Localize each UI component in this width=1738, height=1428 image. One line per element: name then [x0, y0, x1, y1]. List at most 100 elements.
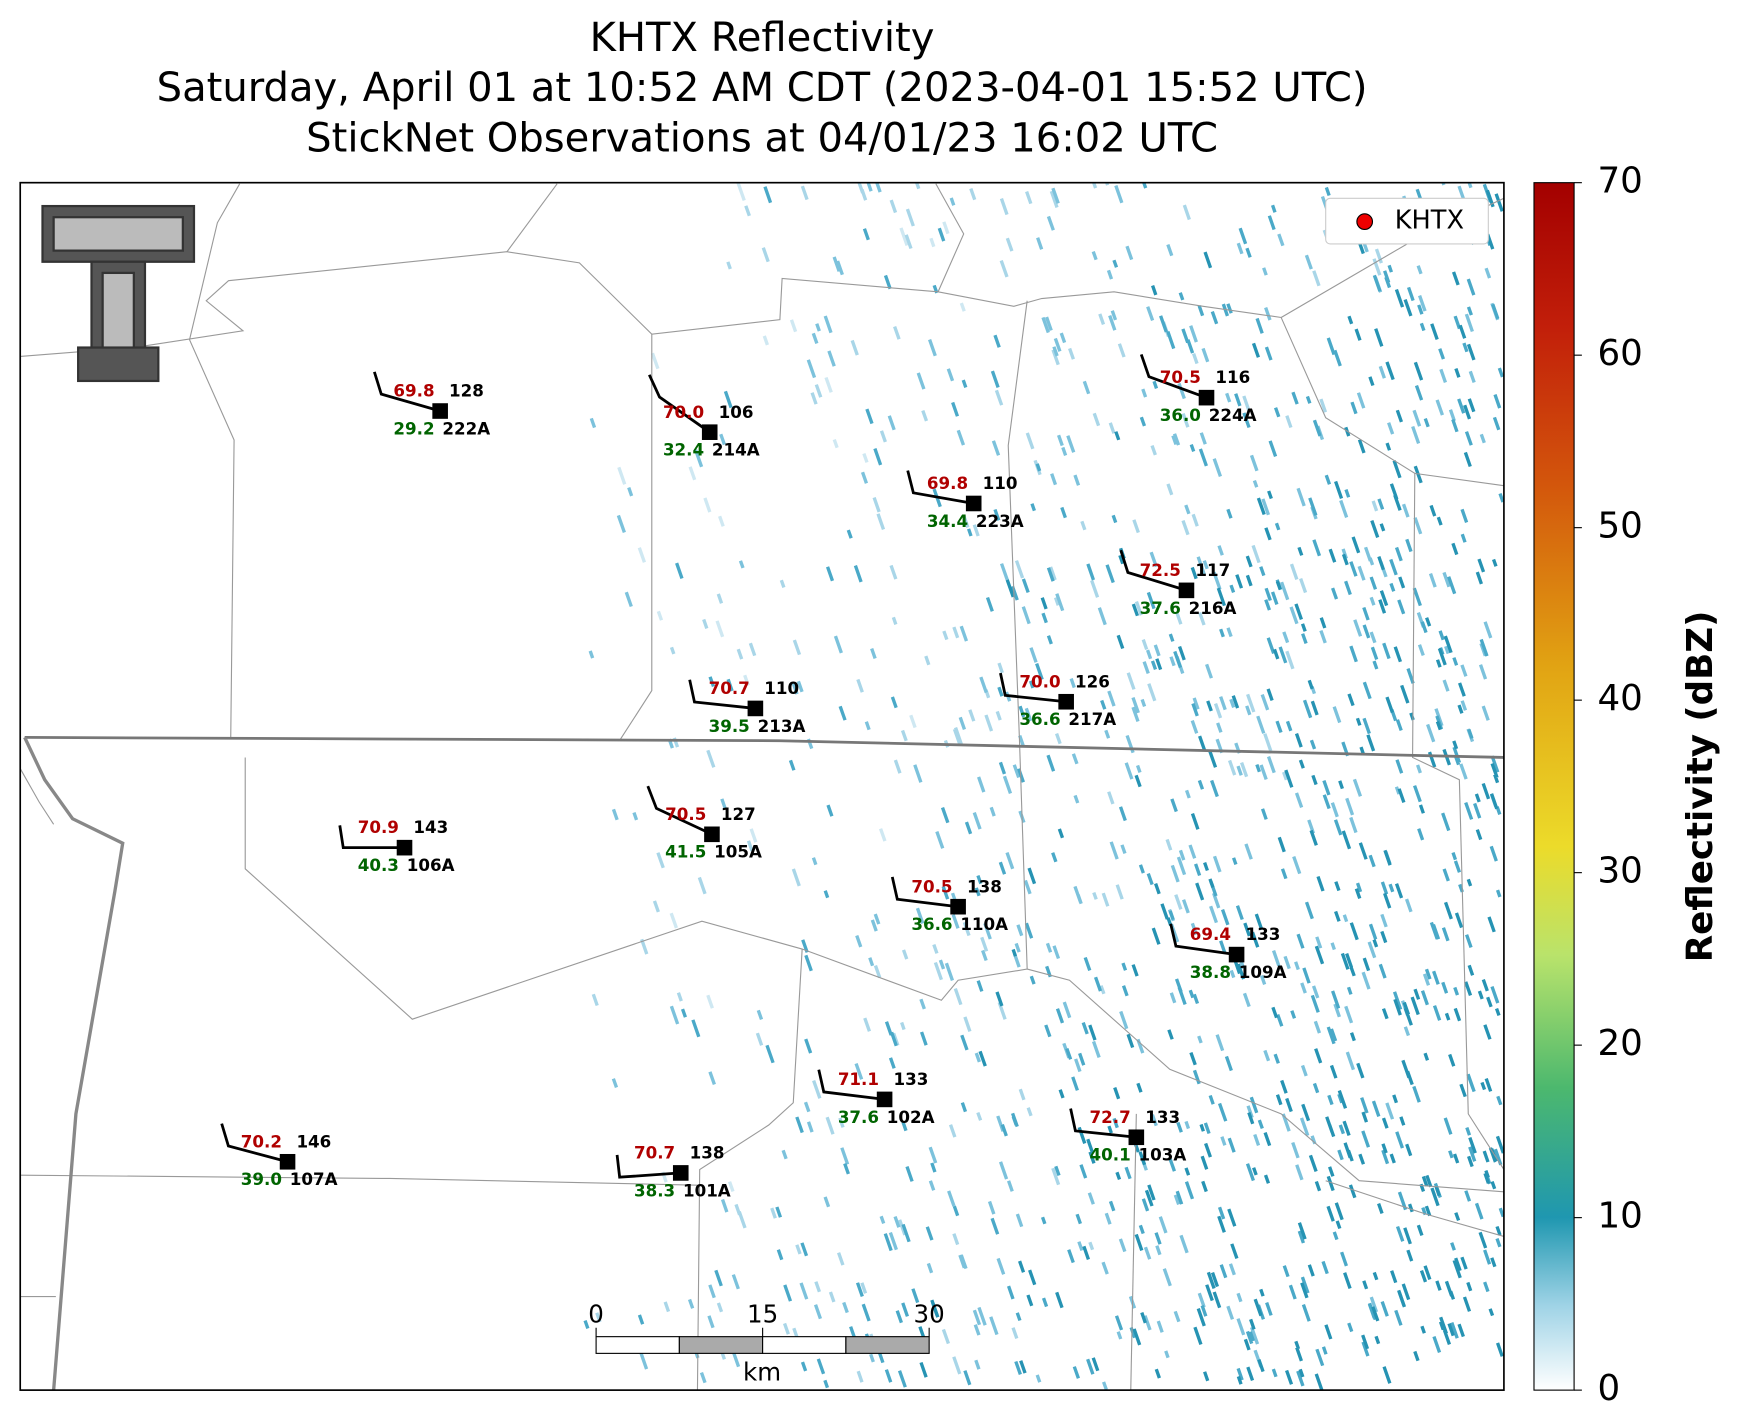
temperature: 70.2 — [241, 1131, 282, 1151]
wind-barb — [1139, 353, 1207, 399]
wind-barb — [817, 1069, 885, 1101]
temperature: 70.0 — [1019, 671, 1060, 691]
station-marker — [1198, 389, 1215, 406]
scale-bar-label: 0 — [588, 1299, 604, 1328]
wind-barb — [999, 672, 1067, 704]
colorbar-tick-label: 50 — [1597, 506, 1642, 547]
station-marker — [701, 424, 718, 440]
radar-echo — [591, 182, 1383, 1383]
dewpoint: 40.3 — [358, 855, 399, 875]
scale-bar-segment — [762, 1336, 847, 1354]
station-value: 133 — [1245, 924, 1280, 944]
station-id: 103A — [1139, 1145, 1187, 1165]
station-value: 127 — [721, 804, 756, 824]
dewpoint: 38.3 — [634, 1180, 675, 1200]
station-value: 146 — [296, 1131, 331, 1151]
county-lines — [20, 183, 1504, 1391]
station-value: 126 — [1075, 671, 1110, 691]
station-marker — [396, 839, 413, 856]
temperature: 70.7 — [709, 678, 750, 698]
dewpoint: 34.4 — [927, 511, 968, 531]
legend: KHTX — [1325, 197, 1489, 245]
station-id: 214A — [712, 440, 760, 460]
station-id: 101A — [683, 1180, 731, 1200]
dewpoint: 41.5 — [665, 842, 706, 862]
station-value: 143 — [413, 817, 448, 837]
scale-bar-segment — [595, 1336, 680, 1354]
legend-box — [1325, 197, 1489, 245]
station-id: 106A — [407, 855, 455, 875]
station-marker — [1178, 582, 1195, 599]
radar-echo — [617, 182, 966, 1192]
wind-barb — [1169, 923, 1237, 956]
colorbar-tick-label: 30 — [1597, 851, 1642, 892]
title-line: KHTX Reflectivity — [590, 15, 935, 61]
county-line — [20, 768, 55, 825]
title-line: StickNet Observations at 04/01/23 16:02 … — [306, 115, 1218, 161]
dewpoint: 36.6 — [911, 914, 952, 934]
radar-echo — [583, 182, 1504, 1389]
temperature: 70.0 — [663, 402, 704, 422]
dewpoint: 39.0 — [241, 1169, 282, 1189]
temperature: 69.8 — [393, 381, 434, 401]
station-id: 109A — [1239, 962, 1287, 982]
wind-barb — [648, 374, 711, 434]
station-marker — [747, 700, 764, 717]
temperature: 70.7 — [634, 1142, 675, 1162]
dewpoint: 36.6 — [1019, 709, 1060, 729]
station-id: 224A — [1209, 405, 1257, 425]
temperature: 69.4 — [1190, 924, 1231, 944]
colorbar-label: Reflectivity (dBZ) — [1680, 611, 1721, 963]
station-id: 105A — [714, 842, 762, 862]
stations: 69.8 128 29.2 222A 70.0 106 32.4 214A 69.8 110 34.… — [220, 353, 1287, 1200]
station-id: 222A — [442, 418, 490, 438]
radar-layer — [583, 182, 1504, 1391]
wind-barb — [1119, 549, 1187, 592]
colorbar — [1533, 182, 1575, 1391]
station-id: 213A — [758, 716, 806, 736]
map-area — [20, 182, 1504, 1391]
map-frame — [19, 181, 1505, 1391]
station-id: 107A — [290, 1169, 338, 1189]
scale-bar-label: 30 — [914, 1299, 945, 1328]
temperature: 70.9 — [358, 817, 399, 837]
wind-barb — [890, 876, 959, 909]
dewpoint: 40.1 — [1090, 1145, 1131, 1165]
dewpoint: 38.8 — [1190, 962, 1231, 982]
dewpoint: 37.6 — [1140, 598, 1181, 618]
station-marker — [279, 1153, 296, 1170]
wind-barb — [906, 470, 974, 505]
wind-barb — [1069, 1108, 1137, 1139]
wind-barb — [338, 825, 405, 850]
dewpoint: 37.6 — [838, 1107, 879, 1127]
dewpoint: 39.5 — [709, 716, 750, 736]
scale-bar-label: 15 — [747, 1299, 778, 1328]
state-border — [24, 735, 1504, 759]
colorbar-tick-label: 0 — [1597, 1368, 1620, 1409]
colorbar-tick-label: 60 — [1597, 333, 1642, 374]
station-value: 133 — [894, 1069, 929, 1089]
scale-bar-segment — [845, 1336, 930, 1354]
wind-barb — [615, 1154, 681, 1179]
station-value: 110 — [764, 678, 799, 698]
station-id: 216A — [1189, 598, 1237, 618]
dewpoint: 29.2 — [393, 418, 434, 438]
temperature: 72.7 — [1090, 1107, 1131, 1127]
station-marker — [432, 403, 448, 419]
radar-echo — [588, 182, 1500, 1391]
station-marker — [1228, 946, 1245, 963]
dewpoint: 36.0 — [1160, 405, 1201, 425]
station-marker — [876, 1091, 893, 1108]
station-marker — [950, 898, 966, 915]
title-line: Saturday, April 01 at 10:52 AM CDT (2023… — [157, 65, 1368, 111]
colorbar-tick-label: 20 — [1597, 1023, 1642, 1064]
station-value: 116 — [1215, 367, 1250, 387]
temperature: 69.8 — [927, 473, 968, 493]
temperature: 70.5 — [911, 876, 952, 896]
legend-marker — [1356, 213, 1374, 231]
station-marker — [1128, 1129, 1145, 1146]
colorbar-tick-label: 40 — [1597, 678, 1642, 719]
temperature: 70.5 — [1160, 367, 1201, 387]
